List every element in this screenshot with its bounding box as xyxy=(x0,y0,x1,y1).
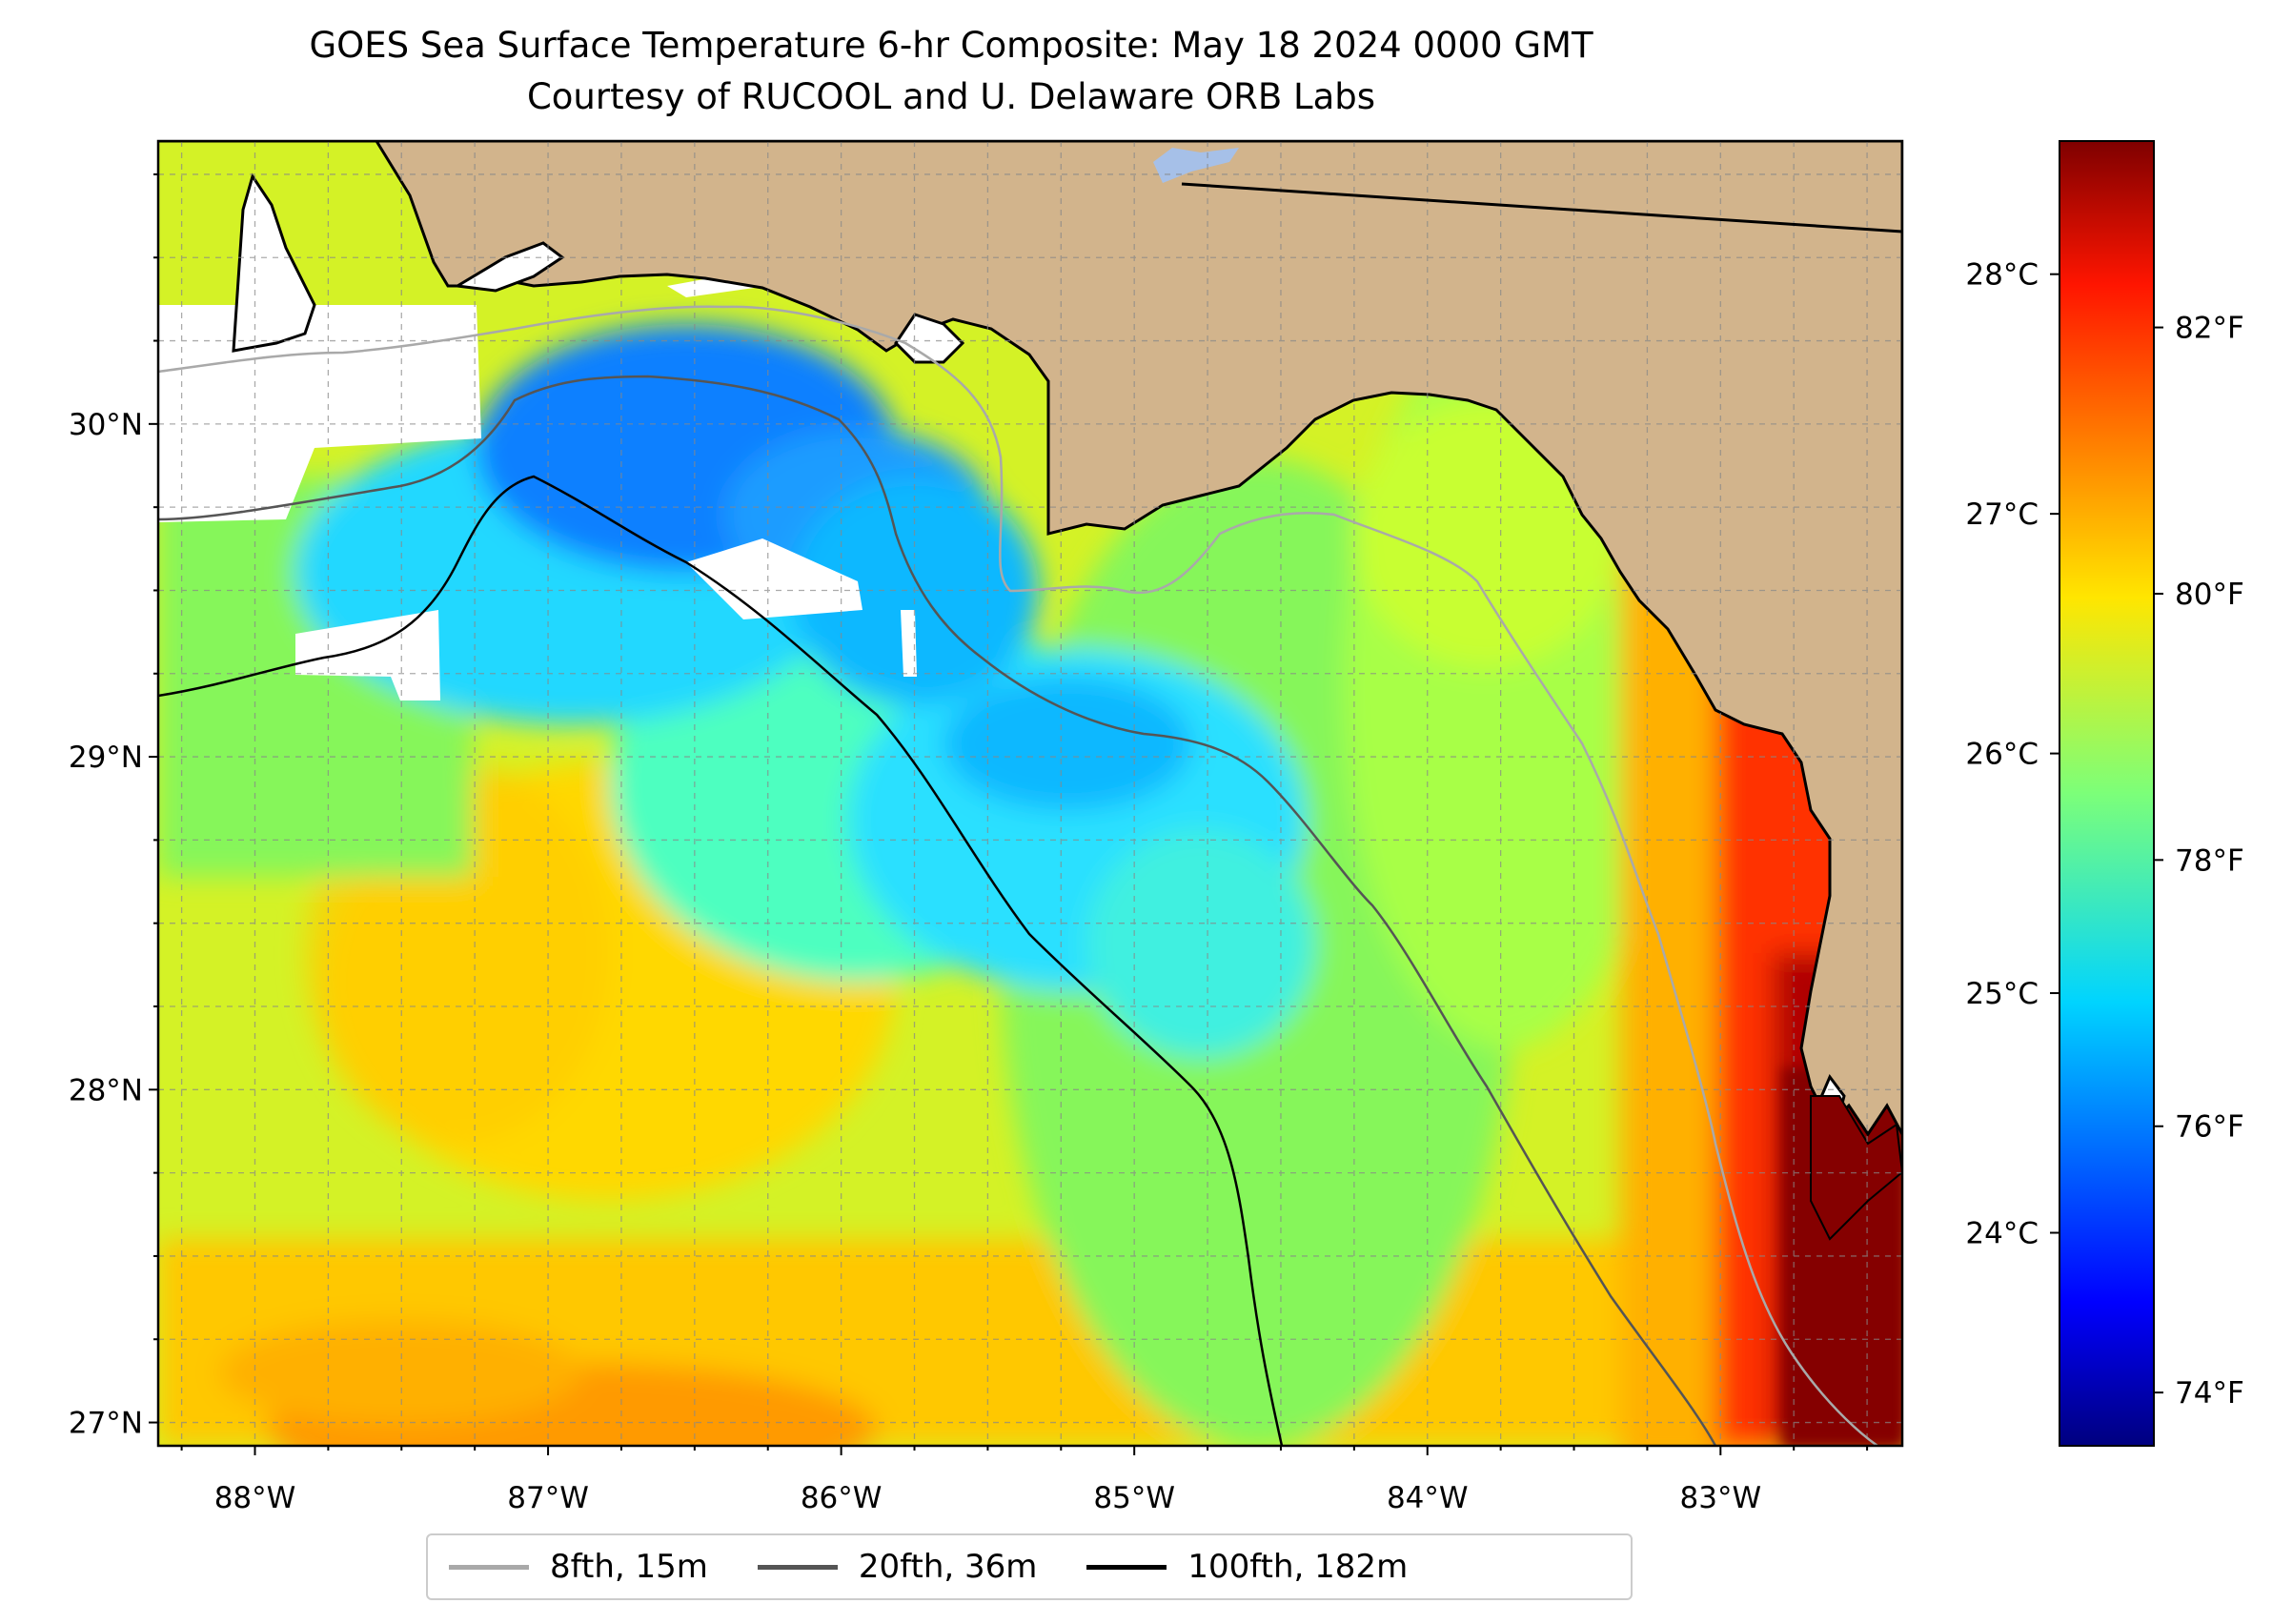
legend-item-100fth: 100fth, 182m xyxy=(1086,1548,1408,1586)
contour-legend: 8fth, 15m 20fth, 36m 100fth, 182m xyxy=(426,1533,1633,1600)
cb-label-c: 27°C xyxy=(1965,497,2039,532)
legend-item-8fth: 8fth, 15m xyxy=(449,1548,708,1586)
chart-subtitle: Courtesy of RUCOOL and U. Delaware ORB L… xyxy=(526,76,1376,117)
lat-tick-label: 27°N xyxy=(69,1407,143,1441)
cb-label-f: 80°F xyxy=(2175,578,2244,612)
contour-100fth xyxy=(158,475,1284,1446)
contour-8fth xyxy=(158,305,1878,1446)
lon-tick-label: 85°W xyxy=(1093,1481,1175,1515)
cb-label-f: 76°F xyxy=(2175,1110,2244,1145)
legend-item-20fth: 20fth, 36m xyxy=(757,1548,1037,1586)
cb-label-c: 25°C xyxy=(1965,977,2039,1011)
land-mass xyxy=(158,141,1902,1137)
lon-tick-label: 88°W xyxy=(214,1481,296,1515)
contour-20fth xyxy=(158,375,1717,1446)
sst-gradient xyxy=(158,324,1902,1446)
chart-title: GOES Sea Surface Temperature 6-hr Compos… xyxy=(309,25,1593,66)
cb-label-c: 26°C xyxy=(1965,738,2039,772)
cb-label-f: 74°F xyxy=(2175,1376,2244,1411)
cb-label-c: 24°C xyxy=(1965,1216,2039,1250)
lat-tick-label: 30°N xyxy=(69,408,143,442)
lon-tick-label: 87°W xyxy=(507,1481,589,1515)
colorbar xyxy=(2059,140,2155,1447)
cb-label-f: 82°F xyxy=(2175,312,2244,346)
lon-tick-label: 86°W xyxy=(801,1481,883,1515)
cb-label-f: 78°F xyxy=(2175,843,2244,878)
lat-tick-label: 28°N xyxy=(69,1073,143,1107)
lon-tick-label: 84°W xyxy=(1387,1481,1469,1515)
cb-label-c: 28°C xyxy=(1965,258,2039,293)
lon-tick-label: 83°W xyxy=(1680,1481,1762,1515)
gridlines xyxy=(158,141,1902,1446)
lat-tick-label: 29°N xyxy=(69,741,143,775)
